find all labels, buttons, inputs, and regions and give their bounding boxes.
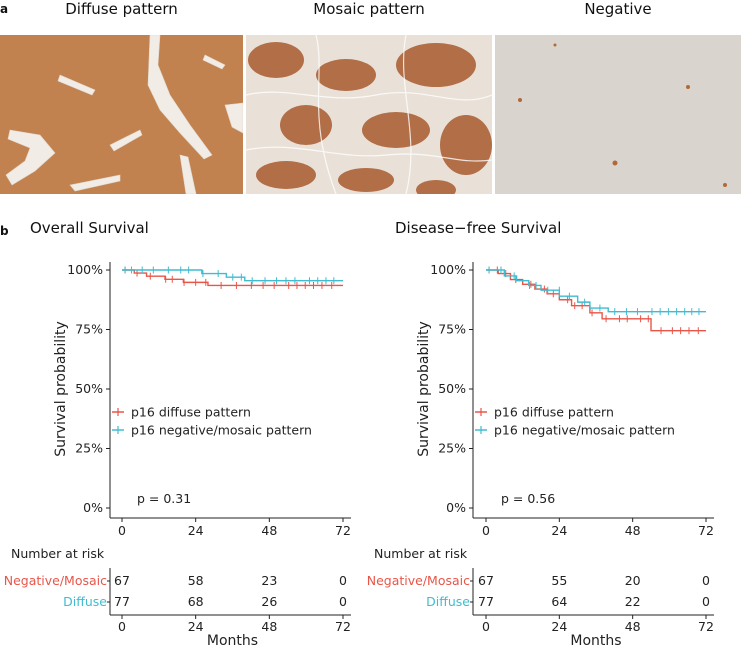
- risk-value: 64: [551, 594, 567, 609]
- panel-b-letter: b: [0, 224, 9, 238]
- y-tick-label: 100%: [67, 262, 103, 277]
- x-tick-label: 72: [698, 523, 714, 538]
- risk-value: 22: [625, 594, 641, 609]
- risk-value: 77: [478, 594, 494, 609]
- risk-x-tick-label: 0: [118, 619, 126, 634]
- x-tick-label: 24: [551, 523, 567, 538]
- km-curve-negative_mosaic: [122, 269, 343, 282]
- km-curve-negative_mosaic: [486, 269, 706, 313]
- risk-x-tick-label: 0: [482, 619, 490, 634]
- risk-value: 67: [478, 573, 494, 588]
- y-tick-label: 50%: [438, 381, 466, 396]
- y-tick-label: 25%: [438, 441, 466, 456]
- risk-value: 67: [114, 573, 130, 588]
- y-tick-label: 50%: [75, 381, 103, 396]
- risk-table-title: Number at risk: [374, 546, 468, 561]
- y-axis-label: Survival probability: [53, 321, 69, 457]
- x-tick-label: 48: [261, 523, 277, 538]
- y-axis-label: Survival probability: [416, 321, 432, 457]
- y-tick-label: 0%: [446, 500, 466, 515]
- y-tick-label: 0%: [83, 500, 103, 515]
- risk-row-label: Negative/Mosaic: [367, 573, 470, 588]
- y-tick-label: 75%: [75, 322, 103, 337]
- x-tick-label: 72: [335, 523, 351, 538]
- x-axis-label: Months: [570, 633, 621, 649]
- image-title-mosaic: Mosaic pattern: [313, 0, 425, 18]
- x-axis-label: Months: [207, 633, 258, 649]
- risk-x-tick-label: 48: [625, 619, 641, 634]
- y-tick-label: 75%: [438, 322, 466, 337]
- risk-value: 77: [114, 594, 130, 609]
- overall-survival-title: Overall Survival: [30, 219, 149, 237]
- image-title-diffuse: Diffuse pattern: [65, 0, 178, 18]
- legend-label: p16 negative/mosaic pattern: [131, 423, 312, 438]
- risk-x-tick-label: 72: [335, 619, 351, 634]
- risk-value: 26: [261, 594, 277, 609]
- p-value: p = 0.56: [501, 491, 555, 506]
- risk-value: 0: [702, 573, 710, 588]
- km-curve-diffuse: [486, 269, 706, 332]
- x-tick-label: 0: [118, 523, 126, 538]
- ihc-image-mosaic: [246, 35, 492, 194]
- risk-value: 55: [551, 573, 567, 588]
- risk-value: 20: [625, 573, 641, 588]
- y-tick-label: 25%: [75, 441, 103, 456]
- risk-row-label: Diffuse: [63, 594, 107, 609]
- risk-value: 23: [261, 573, 277, 588]
- legend-label: p16 diffuse pattern: [131, 405, 251, 420]
- ihc-image-negative: [495, 35, 741, 194]
- disease-free-survival-title: Disease−free Survival: [395, 219, 562, 237]
- panel-a-letter: a: [0, 2, 9, 16]
- p-value: p = 0.31: [137, 491, 191, 506]
- risk-value: 0: [702, 594, 710, 609]
- risk-table-title: Number at risk: [11, 546, 105, 561]
- risk-value: 0: [339, 573, 347, 588]
- ihc-image-diffuse: [0, 35, 243, 194]
- risk-value: 68: [188, 594, 204, 609]
- y-tick-label: 100%: [430, 262, 466, 277]
- x-tick-label: 48: [625, 523, 641, 538]
- risk-x-tick-label: 48: [261, 619, 277, 634]
- risk-value: 58: [188, 573, 204, 588]
- x-tick-label: 24: [188, 523, 204, 538]
- x-tick-label: 0: [482, 523, 490, 538]
- risk-x-tick-label: 72: [698, 619, 714, 634]
- legend-label: p16 negative/mosaic pattern: [494, 423, 675, 438]
- risk-x-tick-label: 24: [551, 619, 567, 634]
- risk-value: 0: [339, 594, 347, 609]
- image-title-negative: Negative: [584, 0, 652, 18]
- legend-label: p16 diffuse pattern: [494, 405, 614, 420]
- risk-row-label: Negative/Mosaic: [4, 573, 107, 588]
- risk-row-label: Diffuse: [426, 594, 470, 609]
- km-curve-diffuse: [122, 269, 343, 287]
- risk-x-tick-label: 24: [188, 619, 204, 634]
